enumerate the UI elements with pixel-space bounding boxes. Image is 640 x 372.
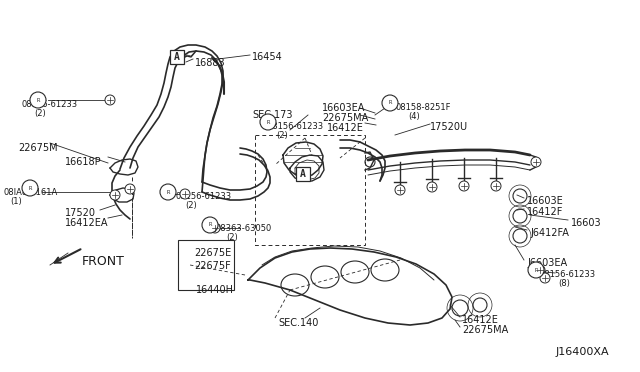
- Text: 16603EA: 16603EA: [322, 103, 365, 113]
- Text: J6412FA: J6412FA: [530, 228, 569, 238]
- Circle shape: [105, 95, 115, 105]
- Circle shape: [110, 190, 120, 200]
- Circle shape: [210, 223, 220, 233]
- Text: 08363-63050: 08363-63050: [216, 224, 272, 233]
- Circle shape: [160, 184, 176, 200]
- Text: 17520U: 17520U: [430, 122, 468, 132]
- Text: R: R: [209, 222, 212, 228]
- Text: A: A: [300, 169, 306, 179]
- Text: FRONT: FRONT: [82, 255, 125, 268]
- Text: (4): (4): [408, 112, 420, 121]
- Text: 22675E: 22675E: [194, 248, 231, 258]
- Text: 08IA8-8161A: 08IA8-8161A: [3, 188, 57, 197]
- Text: SEC.140: SEC.140: [278, 318, 318, 328]
- Text: 16412E: 16412E: [462, 315, 499, 325]
- Text: 16440H: 16440H: [196, 285, 234, 295]
- Bar: [170, 50, 184, 64]
- Circle shape: [535, 265, 545, 275]
- Bar: [178, 240, 234, 290]
- Circle shape: [540, 273, 550, 283]
- Text: 08156-61233: 08156-61233: [540, 270, 596, 279]
- Text: 16603: 16603: [571, 218, 602, 228]
- Text: 08156-61233: 08156-61233: [268, 122, 324, 131]
- Text: 16883: 16883: [195, 58, 226, 68]
- Text: SEC.173: SEC.173: [252, 110, 292, 120]
- Circle shape: [30, 92, 46, 108]
- Text: R: R: [36, 97, 40, 103]
- Circle shape: [459, 181, 469, 191]
- Text: 22675MA: 22675MA: [462, 325, 508, 335]
- Text: A: A: [174, 52, 180, 62]
- Text: J6603EA: J6603EA: [527, 258, 567, 268]
- Text: (2): (2): [185, 201, 196, 210]
- Text: 17520: 17520: [65, 208, 96, 218]
- Circle shape: [395, 185, 405, 195]
- Circle shape: [180, 189, 190, 199]
- Circle shape: [125, 184, 135, 194]
- Text: 08156-61233: 08156-61233: [175, 192, 231, 201]
- Text: 16454: 16454: [252, 52, 283, 62]
- Text: 22675M: 22675M: [18, 143, 58, 153]
- Text: (1): (1): [10, 197, 22, 206]
- Text: R: R: [266, 119, 269, 125]
- Circle shape: [22, 180, 38, 196]
- Text: (2): (2): [226, 233, 237, 242]
- Text: 22675F: 22675F: [194, 261, 231, 271]
- Text: J16400XA: J16400XA: [556, 347, 610, 357]
- Text: R: R: [166, 189, 170, 195]
- Bar: [255, 135, 365, 245]
- Circle shape: [531, 157, 541, 167]
- Text: R: R: [534, 267, 538, 273]
- Text: 16412EA: 16412EA: [65, 218, 109, 228]
- Text: 16412E: 16412E: [327, 123, 364, 133]
- Text: 08158-8251F: 08158-8251F: [396, 103, 451, 112]
- Circle shape: [202, 217, 218, 233]
- Bar: [296, 167, 310, 181]
- Circle shape: [528, 262, 544, 278]
- Text: R: R: [28, 186, 31, 190]
- Text: (2): (2): [34, 109, 45, 118]
- Text: 16412F: 16412F: [527, 207, 563, 217]
- Circle shape: [491, 181, 501, 191]
- Text: 16618P: 16618P: [65, 157, 102, 167]
- Text: 08156-61233: 08156-61233: [22, 100, 78, 109]
- Circle shape: [427, 182, 437, 192]
- Text: R: R: [388, 100, 392, 106]
- Text: (8): (8): [558, 279, 570, 288]
- Circle shape: [260, 114, 276, 130]
- Text: (2): (2): [276, 131, 288, 140]
- Circle shape: [382, 95, 398, 111]
- Text: 22675MA: 22675MA: [322, 113, 368, 123]
- Text: 16603E: 16603E: [527, 196, 564, 206]
